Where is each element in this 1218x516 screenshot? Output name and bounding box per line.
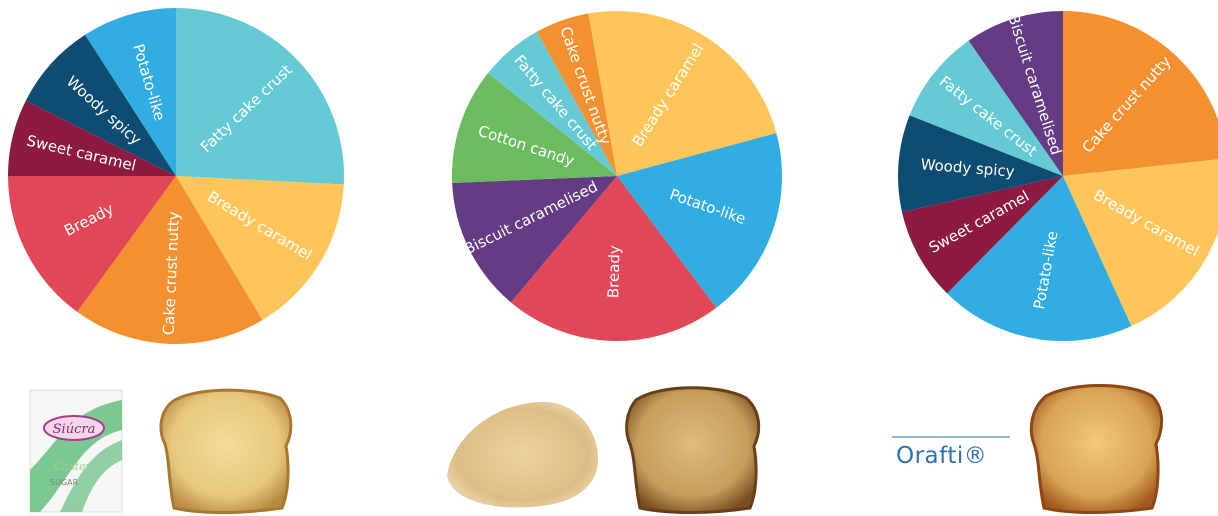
pie1-slice-bready-caramel (176, 176, 344, 321)
pie1-slice-potato-like (85, 8, 176, 176)
cake-slice-2 (625, 386, 761, 514)
pie3-slice-biscuit-caramelised (968, 11, 1063, 176)
pie3-slice-woody-spicy (897, 115, 1063, 212)
orafti-logo-text: Orafti® (896, 443, 987, 469)
pie2-slice-bready (510, 176, 717, 341)
sugar-line2-text: SUGAR (50, 478, 79, 487)
sugar-line1-text: Caster (54, 460, 92, 473)
orafti-logo: Orafti® (892, 436, 1010, 469)
pie1-slice-cake-crust-nutty (77, 176, 263, 344)
pie3-slice-bready-caramel (1063, 159, 1218, 327)
pie3-slice-sweet-caramel (901, 176, 1063, 294)
pie2-slice-fatty-cake-crust (488, 31, 617, 176)
pie2-slice-biscuit-caramelised (452, 176, 617, 303)
pie3-slice-cake-crust-nutty (1063, 11, 1218, 176)
pie3-slice-fatty-cake-crust (909, 40, 1063, 177)
cake-slice-1 (159, 388, 293, 514)
pie2-slice-potato-like (617, 133, 783, 308)
pie2-slice-bready-caramel (588, 11, 777, 176)
pie2-slice-cake-crust-nutty (536, 13, 617, 177)
pie1-slice-fatty-cake-crust (176, 8, 345, 185)
pie1-slice-bready (8, 176, 176, 312)
pie2-slice-cotton-candy (452, 73, 617, 184)
pie3-slice-potato-like (947, 176, 1132, 342)
cake-slice-3 (1029, 384, 1163, 514)
pie1-slice-woody-spicy (25, 34, 176, 176)
sugar-brand-text: Siúcra (53, 422, 96, 437)
pie2-label-bready: Bready (604, 245, 623, 299)
pie1-slice-sweet-caramel (7, 100, 176, 176)
sugar-pack-image: Siúcra Caster SUGAR (29, 389, 123, 513)
pie1-label-cake-crust-nutty: Cake crust nutty (160, 211, 183, 336)
brown-sugar-pile-image (447, 401, 599, 508)
